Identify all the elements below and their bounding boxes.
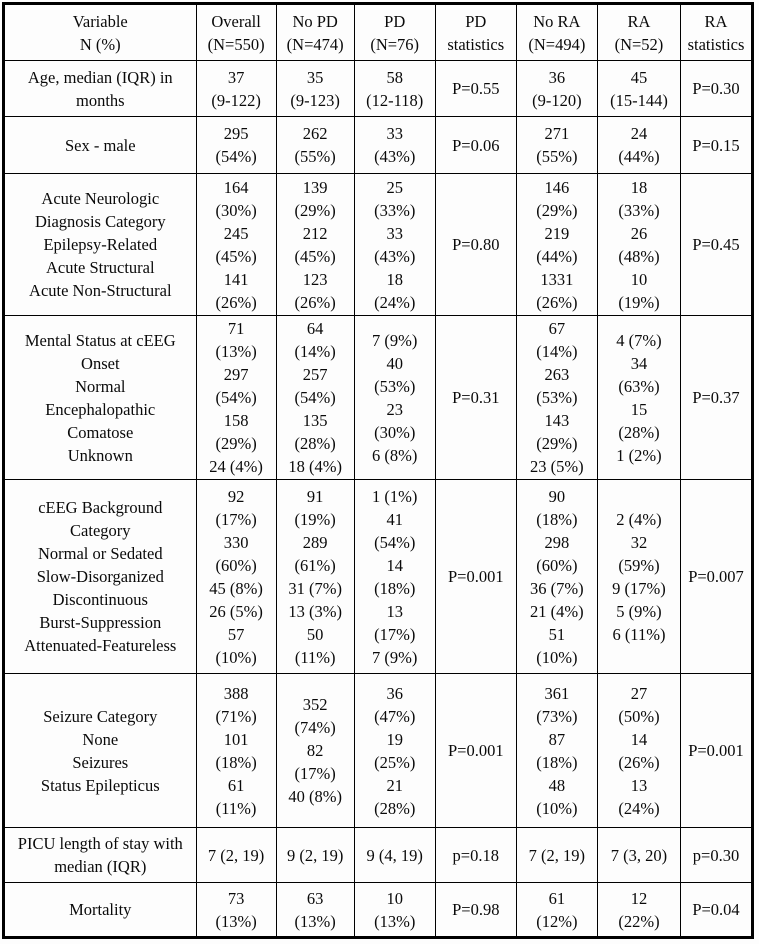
cell-no-pd: 139 (29%) 212 (45%) 123 (26%) (275, 173, 355, 316)
cell-ra-statistics: P=0.45 (680, 173, 753, 316)
cell-ra-statistics: P=0.37 (680, 315, 753, 480)
cell-overall: 164 (30%) 245 (45%) 141 (26%) (195, 173, 277, 316)
cell-no-pd: 35 (9-123) (275, 60, 355, 117)
row-label: cEEG Background Category Normal or Sedat… (3, 479, 197, 674)
table-row-sex: Sex - male 295 (54%) 262 (55%) 33 (43%) … (3, 116, 753, 174)
row-label: PICU length of stay with median (IQR) (3, 827, 197, 883)
cell-ra-statistics: P=0.30 (680, 60, 753, 117)
cell-ra: 18 (33%) 26 (48%) 10 (19%) (596, 173, 682, 316)
header-row: Variable N (%) Overall (N=550) No PD (N=… (3, 3, 753, 61)
cell-ra-statistics: P=0.15 (680, 116, 753, 174)
cell-ra: 12 (22%) (596, 882, 682, 938)
column-header-variable: Variable N (%) (3, 3, 197, 61)
table-row-diagnosis-category: Acute Neurologic Diagnosis Category Epil… (3, 173, 753, 316)
cell-ra: 2 (4%) 32 (59%) 9 (17%) 5 (9%) 6 (11%) (596, 479, 682, 674)
column-header-overall: Overall (N=550) (195, 3, 277, 61)
row-label: Mortality (3, 882, 197, 938)
cell-ra-statistics: P=0.007 (680, 479, 753, 674)
cell-no-pd: 262 (55%) (275, 116, 355, 174)
cell-no-ra: 361 (73%) 87 (18%) 48 (10%) (515, 673, 598, 828)
cell-pd-statistics: P=0.31 (434, 315, 517, 480)
cell-no-ra: 271 (55%) (515, 116, 598, 174)
cell-no-ra: 90 (18%) 298 (60%) 36 (7%) 21 (4%) 51 (1… (515, 479, 598, 674)
cell-pd: 25 (33%) 33 (43%) 18 (24%) (353, 173, 436, 316)
cell-ra: 45 (15-144) (596, 60, 682, 117)
cell-no-pd: 9 (2, 19) (275, 827, 355, 883)
cell-pd-statistics: P=0.001 (434, 673, 517, 828)
table-row-picu-los: PICU length of stay with median (IQR) 7 … (3, 827, 753, 883)
cell-overall: 71 (13%) 297 (54%) 158 (29%) 24 (4%) (195, 315, 277, 480)
cell-pd: 33 (43%) (353, 116, 436, 174)
cell-pd-statistics: p=0.18 (434, 827, 517, 883)
cell-overall: 7 (2, 19) (195, 827, 277, 883)
cell-ra: 27 (50%) 14 (26%) 13 (24%) (596, 673, 682, 828)
cell-no-ra: 7 (2, 19) (515, 827, 598, 883)
table-row-mental-status: Mental Status at cEEG Onset Normal Encep… (3, 315, 753, 480)
column-header-no-pd: No PD (N=474) (275, 3, 355, 61)
table-row-seizure-category: Seizure Category None Seizures Status Ep… (3, 673, 753, 828)
cell-no-ra: 146 (29%) 219 (44%) 1331 (26%) (515, 173, 598, 316)
cell-ra: 24 (44%) (596, 116, 682, 174)
cell-no-pd: 63 (13%) (275, 882, 355, 938)
column-header-pd-statistics: PD statistics (434, 3, 517, 61)
row-label: Acute Neurologic Diagnosis Category Epil… (3, 173, 197, 316)
row-label: Age, median (IQR) in months (3, 60, 197, 117)
cell-no-ra: 61 (12%) (515, 882, 598, 938)
table-row-mortality: Mortality 73 (13%) 63 (13%) 10 (13%) P=0… (3, 882, 753, 938)
cell-overall: 388 (71%) 101 (18%) 61 (11%) (195, 673, 277, 828)
cell-ra-statistics: P=0.04 (680, 882, 753, 938)
table-row-age: Age, median (IQR) in months 37 (9-122) 3… (3, 60, 753, 117)
column-header-no-ra: No RA (N=494) (515, 3, 598, 61)
cell-pd: 1 (1%) 41 (54%) 14 (18%) 13 (17%) 7 (9%) (353, 479, 436, 674)
cell-no-pd: 352 (74%) 82 (17%) 40 (8%) (275, 673, 355, 828)
cell-ra: 4 (7%) 34 (63%) 15 (28%) 1 (2%) (596, 315, 682, 480)
cell-pd-statistics: P=0.55 (434, 60, 517, 117)
cell-pd-statistics: P=0.001 (434, 479, 517, 674)
cell-overall: 295 (54%) (195, 116, 277, 174)
cell-overall: 92 (17%) 330 (60%) 45 (8%) 26 (5%) 57 (1… (195, 479, 277, 674)
cell-pd-statistics: P=0.06 (434, 116, 517, 174)
cell-pd: 36 (47%) 19 (25%) 21 (28%) (353, 673, 436, 828)
cell-pd-statistics: P=0.98 (434, 882, 517, 938)
row-label: Sex - male (3, 116, 197, 174)
cell-pd: 7 (9%) 40 (53%) 23 (30%) 6 (8%) (353, 315, 436, 480)
cell-overall: 37 (9-122) (195, 60, 277, 117)
table-row-eeg-background: cEEG Background Category Normal or Sedat… (3, 479, 753, 674)
cell-overall: 73 (13%) (195, 882, 277, 938)
cell-pd-statistics: P=0.80 (434, 173, 517, 316)
cell-no-pd: 91 (19%) 289 (61%) 31 (7%) 13 (3%) 50 (1… (275, 479, 355, 674)
cell-no-pd: 64 (14%) 257 (54%) 135 (28%) 18 (4%) (275, 315, 355, 480)
cell-ra-statistics: p=0.30 (680, 827, 753, 883)
cell-ra-statistics: P=0.001 (680, 673, 753, 828)
cell-no-ra: 67 (14%) 263 (53%) 143 (29%) 23 (5%) (515, 315, 598, 480)
cell-ra: 7 (3, 20) (596, 827, 682, 883)
column-header-pd: PD (N=76) (353, 3, 436, 61)
cell-pd: 58 (12-118) (353, 60, 436, 117)
cell-pd: 10 (13%) (353, 882, 436, 938)
cell-no-ra: 36 (9-120) (515, 60, 598, 117)
column-header-ra: RA (N=52) (596, 3, 682, 61)
column-header-ra-statistics: RA statistics (680, 3, 753, 61)
row-label: Mental Status at cEEG Onset Normal Encep… (3, 315, 197, 480)
cell-pd: 9 (4, 19) (353, 827, 436, 883)
row-label: Seizure Category None Seizures Status Ep… (3, 673, 197, 828)
